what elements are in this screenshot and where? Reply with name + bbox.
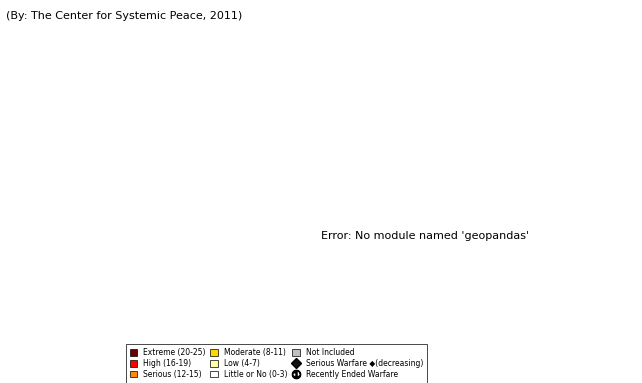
Text: (By: The Center for Systemic Peace, 2011): (By: The Center for Systemic Peace, 2011…	[6, 11, 243, 21]
Legend: Extreme (20-25), High (16-19), Serious (12-15), Moderate (8-11), Low (4-7), Litt: Extreme (20-25), High (16-19), Serious (…	[126, 344, 427, 383]
Text: Error: No module named 'geopandas': Error: No module named 'geopandas'	[321, 231, 529, 241]
